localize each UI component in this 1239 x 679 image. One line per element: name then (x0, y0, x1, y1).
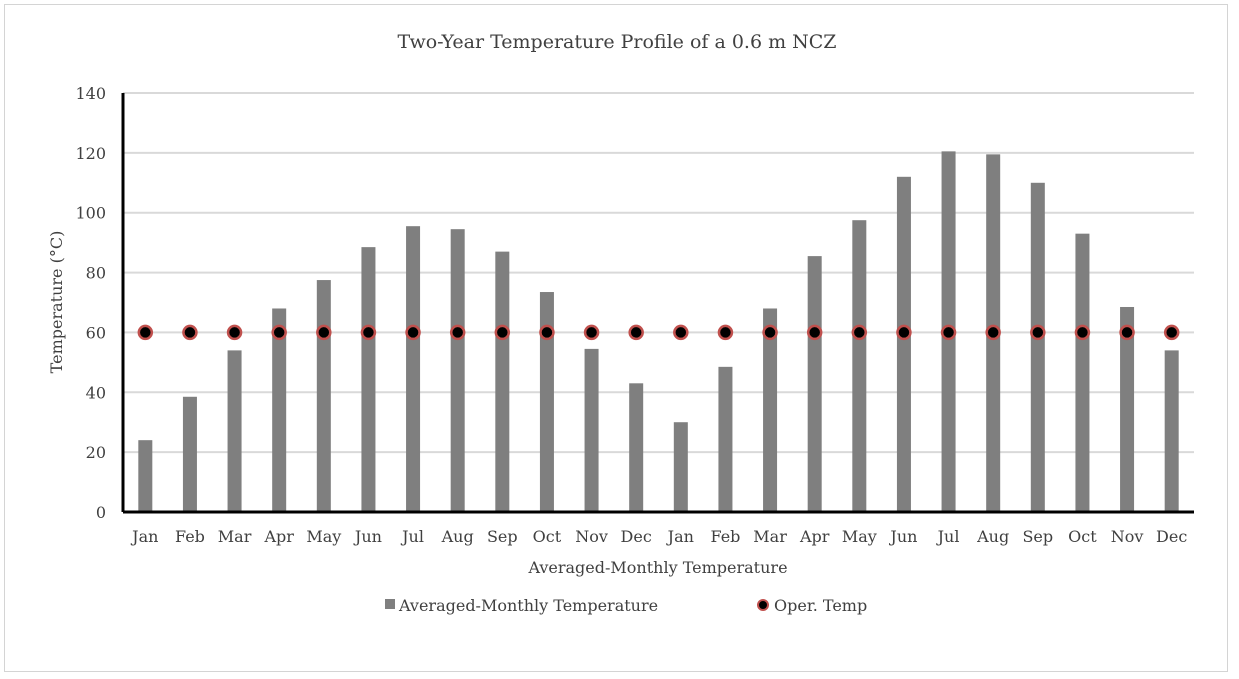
y-tick-label: 20 (86, 443, 106, 462)
legend-bar-label: Averaged-Monthly Temperature (398, 596, 658, 615)
marker-point (896, 324, 912, 341)
x-tick-label: Aug (441, 527, 474, 546)
x-tick-label: Oct (533, 527, 562, 546)
marker-point (137, 324, 154, 341)
x-tick-label: Jan (666, 527, 694, 546)
bar (673, 422, 688, 512)
marker-point (628, 324, 644, 341)
marker-point (405, 324, 421, 341)
x-tick-label: Jan (130, 527, 158, 546)
x-tick-label: Apr (263, 527, 294, 546)
y-tick-label: 40 (86, 383, 106, 402)
x-tick-label: Oct (1068, 527, 1097, 546)
x-tick-label: Jun (353, 527, 382, 546)
marker-point (806, 324, 823, 341)
marker-point (583, 324, 600, 341)
bar (807, 256, 822, 512)
bar (1120, 306, 1135, 512)
y-tick-labels: 0 20 40 60 80 100 120 140 (75, 84, 106, 522)
bar (718, 366, 733, 512)
bar (450, 229, 465, 513)
marker-point (226, 324, 243, 341)
marker-point (182, 324, 198, 341)
y-tick-label: 120 (75, 144, 106, 163)
marker-point (494, 324, 511, 341)
marker-point (717, 324, 734, 341)
bar (1164, 350, 1179, 512)
x-tick-label: Dec (621, 527, 652, 546)
x-axis-label: Averaged-Monthly Temperature (527, 558, 787, 577)
x-tick-label: Feb (175, 527, 205, 546)
marker-series (137, 324, 1180, 341)
x-tick-labels: Jan Feb Mar Apr May Jun Jul Aug Sep Oct Nov Dec Jan F… (130, 527, 1187, 546)
x-tick-label: Mar (753, 527, 787, 546)
bar (852, 220, 867, 513)
x-tick-label: Apr (799, 527, 830, 546)
bar-series (138, 151, 1179, 513)
x-tick-label: Jul (400, 527, 424, 546)
legend-marker-swatch (757, 599, 769, 611)
marker-point (539, 324, 555, 341)
marker-point (1074, 324, 1091, 341)
x-tick-label: Aug (976, 527, 1009, 546)
legend-marker-label: Oper. Temp (774, 596, 867, 615)
y-tick-label: 80 (86, 264, 106, 283)
bar (138, 440, 153, 512)
x-tick-label: May (842, 527, 877, 546)
bar (495, 251, 510, 512)
y-tick-label: 60 (86, 323, 106, 342)
bar (182, 396, 197, 512)
gridlines (123, 92, 1194, 454)
x-tick-label: Mar (218, 527, 252, 546)
marker-point (1119, 324, 1135, 341)
legend: Averaged-Monthly Temperature Oper. Temp (385, 596, 867, 615)
marker-point (940, 324, 957, 341)
x-tick-label: May (306, 527, 341, 546)
bar (1075, 233, 1090, 512)
y-tick-label: 140 (75, 84, 106, 103)
bar (629, 383, 644, 512)
bar (361, 247, 376, 512)
axes (121, 93, 1194, 514)
x-tick-label: Nov (575, 527, 608, 546)
x-tick-label: Sep (487, 527, 518, 546)
bar (584, 348, 599, 512)
marker-point (673, 324, 689, 341)
bar (227, 350, 242, 512)
x-tick-label: Jul (936, 527, 960, 546)
x-tick-label: Jun (888, 527, 917, 546)
x-tick-label: Feb (710, 527, 740, 546)
y-axis-label: Temperature (°C) (47, 231, 66, 374)
bar (763, 308, 778, 512)
x-tick-label: Sep (1022, 527, 1053, 546)
bar (1030, 182, 1045, 513)
y-tick-label: 100 (75, 204, 106, 223)
marker-point (316, 324, 332, 341)
x-tick-label: Dec (1156, 527, 1187, 546)
marker-point (360, 324, 377, 341)
marker-point (985, 324, 1001, 341)
marker-point (1030, 324, 1046, 341)
marker-point (1163, 324, 1180, 341)
chart-frame (4, 4, 1228, 672)
bar (316, 280, 331, 512)
marker-point (449, 324, 466, 341)
marker-point (851, 324, 868, 341)
x-tick-label: Nov (1111, 527, 1144, 546)
chart-title: Two-Year Temperature Profile of a 0.6 m … (397, 31, 836, 53)
legend-bar-swatch (385, 599, 395, 609)
bar (272, 308, 287, 512)
bar (539, 292, 554, 512)
bar (896, 176, 911, 513)
marker-point (762, 324, 778, 341)
bar (406, 226, 421, 513)
y-tick-label: 0 (96, 503, 106, 522)
marker-point (271, 324, 287, 341)
